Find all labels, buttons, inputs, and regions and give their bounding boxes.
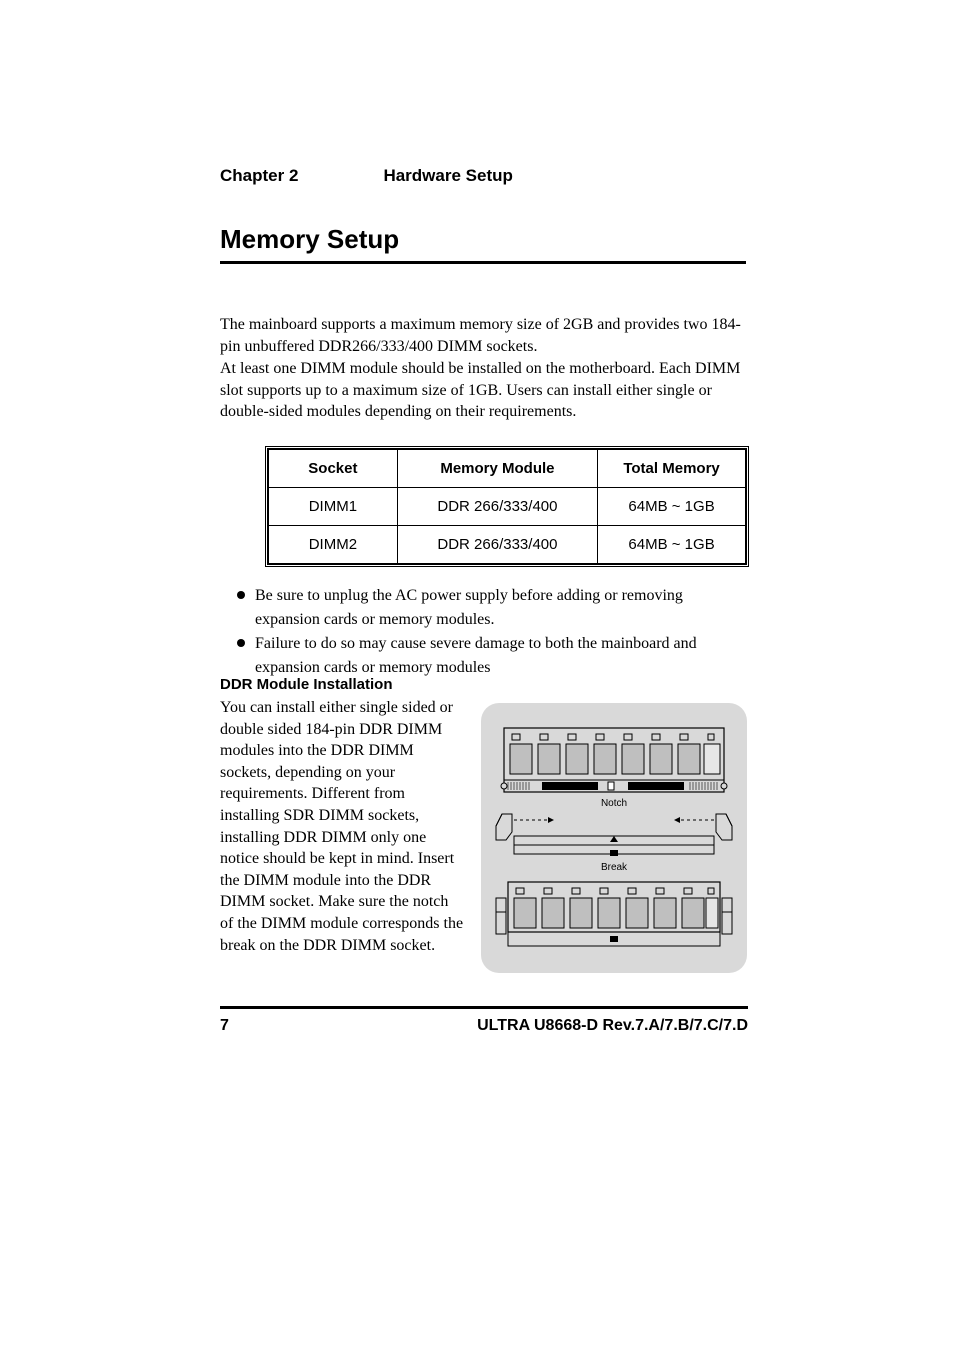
dimm-table-wrap: Socket Memory Module Total Memory DIMM1 … bbox=[265, 446, 749, 567]
chapter-subtitle: Hardware Setup bbox=[383, 166, 512, 185]
dimm-table-border: Socket Memory Module Total Memory DIMM1 … bbox=[265, 446, 749, 567]
cell-socket: DIMM1 bbox=[269, 488, 398, 526]
footer-model: ULTRA U8668-D Rev.7.A/7.B/7.C/7.D bbox=[477, 1017, 748, 1035]
footer-rule bbox=[220, 1006, 748, 1009]
bullet-icon bbox=[237, 591, 245, 599]
list-item: Be sure to unplug the AC power supply be… bbox=[237, 584, 747, 632]
section-title: Memory Setup bbox=[220, 224, 746, 255]
chapter-label: Chapter 2 bbox=[220, 166, 298, 185]
bullet-list: Be sure to unplug the AC power supply be… bbox=[237, 584, 747, 680]
chapter-line: Chapter 2 Hardware Setup bbox=[220, 166, 746, 186]
page-number: 7 bbox=[220, 1017, 229, 1035]
cell-total: 64MB ~ 1GB bbox=[598, 526, 746, 564]
section-rule bbox=[220, 261, 746, 264]
bullet-text: Be sure to unplug the AC power supply be… bbox=[255, 584, 747, 632]
th-memory-module: Memory Module bbox=[397, 450, 597, 488]
bullet-text: Failure to do so may cause severe damage… bbox=[255, 632, 747, 680]
install-title: DDR Module Installation bbox=[220, 676, 748, 693]
install-text: You can install either single sided or d… bbox=[220, 697, 464, 956]
th-socket: Socket bbox=[269, 450, 398, 488]
cell-total: 64MB ~ 1GB bbox=[598, 488, 746, 526]
cell-module: DDR 266/333/400 bbox=[397, 526, 597, 564]
cell-module: DDR 266/333/400 bbox=[397, 488, 597, 526]
dimm-figure-svg: Notch bbox=[480, 702, 748, 974]
paragraph-1: The mainboard supports a maximum memory … bbox=[220, 314, 748, 357]
footer-row: 7 ULTRA U8668-D Rev.7.A/7.B/7.C/7.D bbox=[220, 1017, 748, 1035]
page-header: Chapter 2 Hardware Setup Memory Setup bbox=[220, 166, 746, 264]
break-label: Break bbox=[601, 862, 628, 873]
th-total-memory: Total Memory bbox=[598, 450, 746, 488]
page-footer: 7 ULTRA U8668-D Rev.7.A/7.B/7.C/7.D bbox=[220, 1006, 748, 1035]
table-header-row: Socket Memory Module Total Memory bbox=[269, 450, 746, 488]
paragraph-2: At least one DIMM module should be insta… bbox=[220, 358, 748, 423]
bullet-icon bbox=[237, 639, 245, 647]
table-row: DIMM2 DDR 266/333/400 64MB ~ 1GB bbox=[269, 526, 746, 564]
page: Chapter 2 Hardware Setup Memory Setup Th… bbox=[0, 0, 954, 1351]
table-row: DIMM1 DDR 266/333/400 64MB ~ 1GB bbox=[269, 488, 746, 526]
dimm-install-figure: Notch bbox=[480, 702, 748, 974]
cell-socket: DIMM2 bbox=[269, 526, 398, 564]
notch-label: Notch bbox=[601, 798, 627, 809]
dimm-table: Socket Memory Module Total Memory DIMM1 … bbox=[268, 449, 746, 564]
list-item: Failure to do so may cause severe damage… bbox=[237, 632, 747, 680]
